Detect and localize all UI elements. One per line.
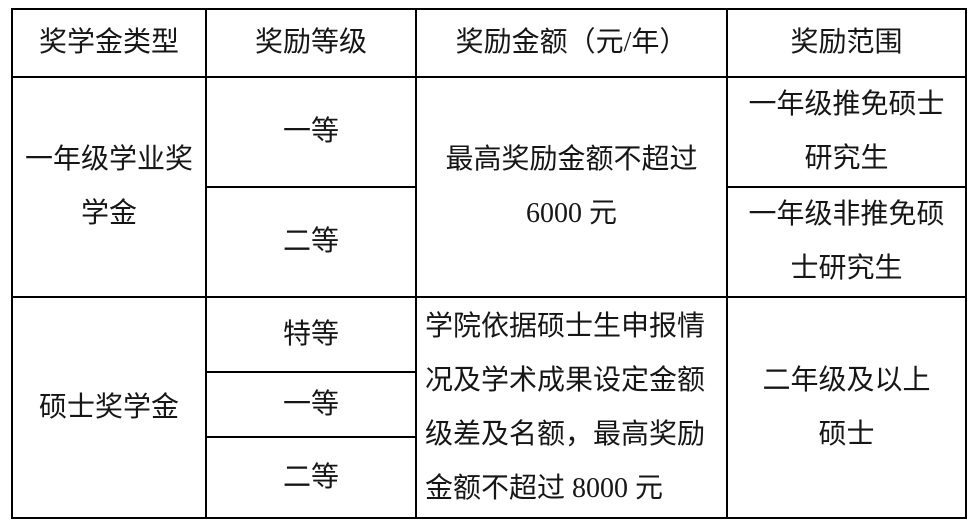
- cell-master-level-3: 二等: [205, 436, 417, 519]
- cell-first-year-scope-1: 一年级推免硕士 研究生: [726, 76, 967, 188]
- header-award-scope: 奖励范围: [726, 8, 967, 78]
- cell-master-type: 硕士奖学金: [11, 296, 207, 519]
- first-year-row-1: 一年级学业奖 学金 一等 最高奖励金额不超过 6000 元 一年级推免硕士 研究…: [11, 76, 967, 298]
- scholarship-table: 奖学金类型 奖励等级 奖励金额（元/年） 奖励范围 一年级学业奖 学金 一等 最…: [11, 8, 967, 519]
- cell-first-year-level-2: 二等: [205, 186, 417, 298]
- first-year-row-2: 二等 一年级非推免硕 士研究生: [12, 186, 967, 298]
- master-row-2: 一等: [12, 371, 966, 438]
- cell-master-scope: 二年级及以上 硕士: [726, 296, 967, 519]
- header-scholarship-type: 奖学金类型: [11, 8, 207, 78]
- cell-first-year-amount: 最高奖励金额不超过 6000 元: [415, 76, 728, 298]
- cell-first-year-scope-2: 一年级非推免硕 士研究生: [726, 186, 967, 298]
- master-row-1: 硕士奖学金 特等 学院依据硕士生申报情 况及学术成果设定金额 级差及名额，最高奖…: [11, 296, 967, 519]
- cell-master-level-1: 特等: [205, 296, 417, 373]
- header-row: 奖学金类型 奖励等级 奖励金额（元/年） 奖励范围: [11, 8, 967, 78]
- header-award-level: 奖励等级: [205, 8, 417, 78]
- cell-first-year-type: 一年级学业奖 学金: [11, 76, 207, 298]
- header-award-amount: 奖励金额（元/年）: [415, 8, 728, 78]
- cell-first-year-level-1: 一等: [205, 76, 417, 188]
- cell-master-level-2: 一等: [205, 371, 417, 438]
- master-row-3: 二等: [12, 436, 966, 519]
- cell-master-amount: 学院依据硕士生申报情 况及学术成果设定金额 级差及名额，最高奖励 金额不超过 8…: [415, 296, 728, 519]
